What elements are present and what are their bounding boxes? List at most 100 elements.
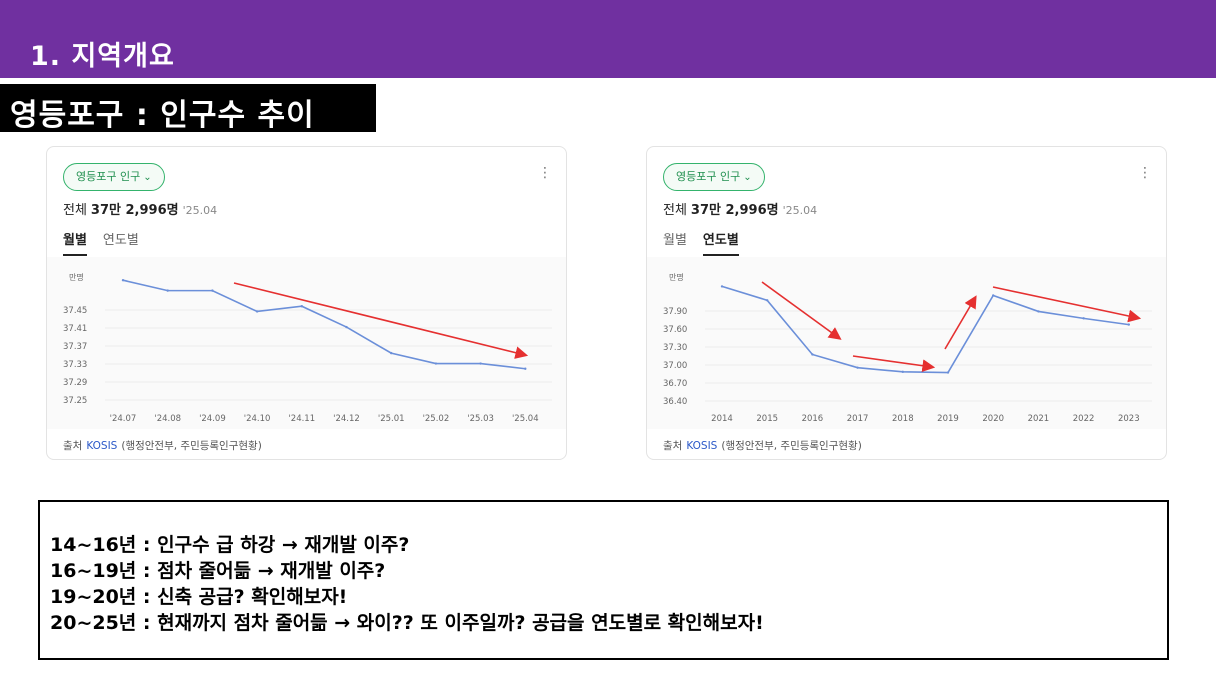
data-point [1127,323,1130,326]
source-label: 출처 [63,440,83,452]
notes-box: 14~16년 : 인구수 급 하강 → 재개발 이주? 16~19년 : 점차 … [38,500,1169,660]
data-point [211,289,214,292]
y-tick-label: 37.29 [63,378,87,388]
chevron-down-icon: ⌄ [743,172,752,183]
data-point [856,366,859,369]
y-tick-label: 37.37 [63,342,87,352]
header-bar: 1. 지역개요 [0,0,1216,78]
data-point [1082,317,1085,320]
source-detail: (행정안전부, 주민등록인구현황) [121,440,262,452]
period-tabs: 월별 연도별 [63,229,155,256]
trend-arrow [761,281,842,340]
note-line: 19~20년 : 신축 공급? 확인해보자! [50,586,348,608]
monthly-population-chart: 만명 37.45 37.41 37.37 37.33 37.29 37.25 '24.07 '2… [63,272,552,424]
y-tick-label: 36.70 [663,379,687,389]
x-tick-label: 2019 [937,414,959,424]
data-point [720,285,724,288]
chevron-down-icon: ⌄ [143,172,152,183]
x-tick-label: '24.07 [110,414,137,424]
data-point [811,353,814,356]
note-line: 16~19년 : 점차 줄어듦 → 재개발 이주? [50,560,386,582]
chart-area: 만명 37.45 37.41 37.37 37.33 37.29 37.25 '24.07 '2… [47,257,566,429]
section-title: 영등포구 : 인구수 추이 [10,98,315,133]
y-tick-label: 37.33 [63,360,87,370]
x-tick-label: 2022 [1073,414,1095,424]
data-point [166,289,169,292]
x-tick-label: 2020 [982,414,1004,424]
data-point [1037,310,1040,313]
tab-monthly[interactable]: 월별 [663,233,687,248]
x-tick-label: '24.08 [154,414,181,424]
data-point [992,294,995,297]
data-point [434,362,438,365]
stat-date: '25.04 [782,204,818,217]
stat-label: 전체 [663,203,687,218]
x-tick-label: 2018 [892,414,914,424]
period-tabs: 월별 연도별 [663,229,755,256]
x-tick-label: 2014 [711,414,733,424]
more-menu-icon[interactable]: ⋮ [1138,165,1152,181]
y-tick-label: 37.00 [663,361,687,371]
stat-value: 37만 2,996명 [90,203,179,218]
source-label: 출처 [663,440,683,452]
yearly-population-chart: 만명 37.90 37.60 37.30 37.00 36.70 36.40 2014 2015… [663,272,1152,424]
series-line [721,285,1129,374]
y-tick-label: 37.25 [63,396,87,406]
y-tick-label: 37.41 [63,324,87,334]
trend-arrow [233,282,529,359]
tab-yearly[interactable]: 연도별 [102,233,139,248]
region-select-chip[interactable]: 영등포구 인구 ⌄ [63,163,165,191]
more-menu-icon[interactable]: ⋮ [538,165,552,181]
trend-arrow [944,295,977,350]
data-point [255,310,259,313]
stat-value: 37만 2,996명 [690,203,779,218]
trend-arrow [992,286,1142,323]
data-point [345,325,348,329]
y-tick-label: 37.45 [63,306,87,316]
region-select-chip[interactable]: 영등포구 인구 ⌄ [663,163,765,191]
trend-arrow [852,355,936,373]
source-link-kosis[interactable]: KOSIS [86,440,118,452]
population-card-yearly: 영등포구 인구 ⌄ ⋮ 전체 37만 2,996명 '25.04 월별 연도별 만명 37… [646,146,1167,460]
x-tick-label: '24.11 [288,414,315,424]
y-tick-label: 37.30 [663,343,687,353]
stat-date: '25.04 [182,204,218,217]
tab-yearly[interactable]: 연도별 [702,229,739,256]
note-line: 14~16년 : 인구수 급 하강 → 재개발 이주? [50,534,410,556]
x-tick-label: 2016 [802,414,824,424]
population-total: 전체 37만 2,996명 '25.04 [63,199,217,218]
chart-area: 만명 37.90 37.60 37.30 37.00 36.70 36.40 2014 2015… [647,257,1166,429]
data-point [524,367,527,370]
source-line: 출처 KOSIS (행정안전부, 주민등록인구현황) [63,438,262,453]
x-tick-label: '25.04 [512,414,539,424]
population-card-monthly: 영등포구 인구 ⌄ ⋮ 전체 37만 2,996명 '25.04 월별 연도별 만명 37… [46,146,567,460]
x-tick-label: 2021 [1028,414,1050,424]
x-tick-label: 2015 [756,414,778,424]
data-point [390,351,393,355]
data-point [901,370,904,374]
note-line: 20~25년 : 현재까지 점차 줄어듦 → 와이?? 또 이주일까? 공급을 … [50,612,764,634]
source-detail: (행정안전부, 주민등록인구현황) [721,440,862,452]
y-unit-label: 만명 [669,272,684,282]
data-point [300,305,303,308]
x-tick-label: '25.01 [378,414,405,424]
chip-label: 영등포구 인구 [76,170,141,183]
data-point [766,299,769,302]
data-point [479,362,482,365]
series-line [122,279,526,370]
x-tick-label: '24.09 [199,414,226,424]
source-line: 출처 KOSIS (행정안전부, 주민등록인구현황) [663,438,862,453]
source-link-kosis[interactable]: KOSIS [686,440,718,452]
y-tick-label: 37.60 [663,325,687,335]
y-tick-label: 37.90 [663,307,687,317]
tab-monthly[interactable]: 월별 [63,229,87,256]
data-point [121,279,125,282]
stat-label: 전체 [63,203,87,218]
y-tick-label: 36.40 [663,397,687,407]
x-tick-label: '24.12 [333,414,360,424]
x-tick-label: '25.03 [467,414,494,424]
section-title-box: 영등포구 : 인구수 추이 [0,84,376,133]
x-tick-label: 2023 [1118,414,1140,424]
x-tick-label: '24.10 [244,414,271,424]
chip-label: 영등포구 인구 [676,170,741,183]
